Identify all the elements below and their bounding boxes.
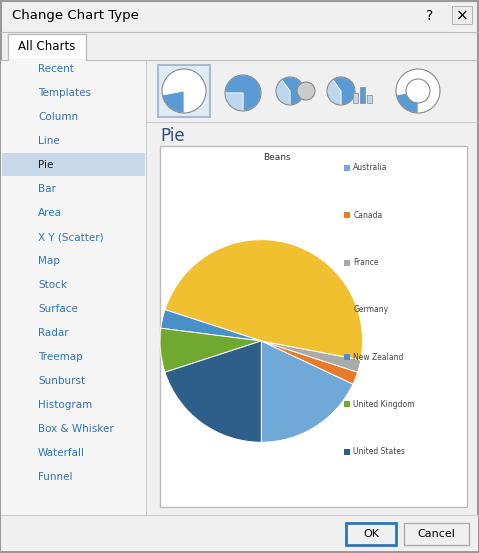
Text: Germany: Germany [353,305,388,314]
Text: Radar: Radar [38,328,68,338]
Bar [344,259,350,265]
Bar [344,448,350,455]
Text: Cancel: Cancel [418,529,456,539]
Wedge shape [397,91,418,113]
Bar [344,212,350,218]
Text: All Charts: All Charts [18,40,76,54]
Text: Templates: Templates [38,88,91,98]
Bar [160,146,467,507]
Wedge shape [225,93,243,111]
Text: United Kingdom: United Kingdom [353,400,415,409]
Text: Map: Map [38,256,60,266]
Text: Beans: Beans [263,153,290,161]
Text: Change Chart Type: Change Chart Type [12,9,139,23]
Text: Line: Line [38,136,60,146]
Text: ×: × [456,8,468,23]
Bar [346,523,396,545]
Text: New Zealand: New Zealand [353,353,404,362]
Bar [1,60,146,515]
Text: United States: United States [353,447,405,456]
Bar [344,401,350,408]
Text: Australia: Australia [353,164,388,173]
Text: Bar: Bar [38,184,56,194]
Circle shape [297,82,315,100]
Wedge shape [162,91,184,113]
Bar [158,65,210,117]
Bar [353,93,358,103]
Wedge shape [162,69,206,113]
Wedge shape [333,77,355,105]
Wedge shape [262,341,353,442]
Text: Surface: Surface [38,304,78,314]
Text: Stock: Stock [38,280,67,290]
Text: X Y (Scatter): X Y (Scatter) [38,232,103,242]
Text: OK: OK [363,529,379,539]
Text: Area: Area [38,208,62,218]
Wedge shape [327,80,341,105]
Bar [367,95,372,103]
Text: Treemap: Treemap [38,352,83,362]
Text: Recent: Recent [38,64,74,74]
Text: Column: Column [38,112,78,122]
Wedge shape [276,80,290,105]
Circle shape [406,79,430,103]
Bar [360,87,365,103]
Wedge shape [160,328,262,372]
Text: Canada: Canada [353,211,382,220]
Wedge shape [262,341,361,372]
Text: Pie: Pie [160,127,184,145]
Bar [344,307,350,313]
Bar [344,165,350,171]
Bar [404,523,469,545]
Text: ?: ? [426,9,433,23]
Wedge shape [225,75,261,111]
Bar [1,515,478,551]
Text: Histogram: Histogram [38,400,92,410]
Wedge shape [262,341,358,384]
Wedge shape [282,77,304,105]
Wedge shape [396,69,440,113]
Bar [2,153,145,176]
FancyBboxPatch shape [8,34,86,60]
Text: Funnel: Funnel [38,472,72,482]
Text: Sunburst: Sunburst [38,376,85,386]
Wedge shape [161,310,262,341]
Text: Pie: Pie [38,160,53,170]
Text: France: France [353,258,379,267]
Text: Waterfall: Waterfall [38,448,85,458]
Wedge shape [165,341,262,442]
Bar [452,6,472,24]
Text: Box & Whisker: Box & Whisker [38,424,114,434]
Wedge shape [165,239,363,360]
Bar [344,354,350,360]
